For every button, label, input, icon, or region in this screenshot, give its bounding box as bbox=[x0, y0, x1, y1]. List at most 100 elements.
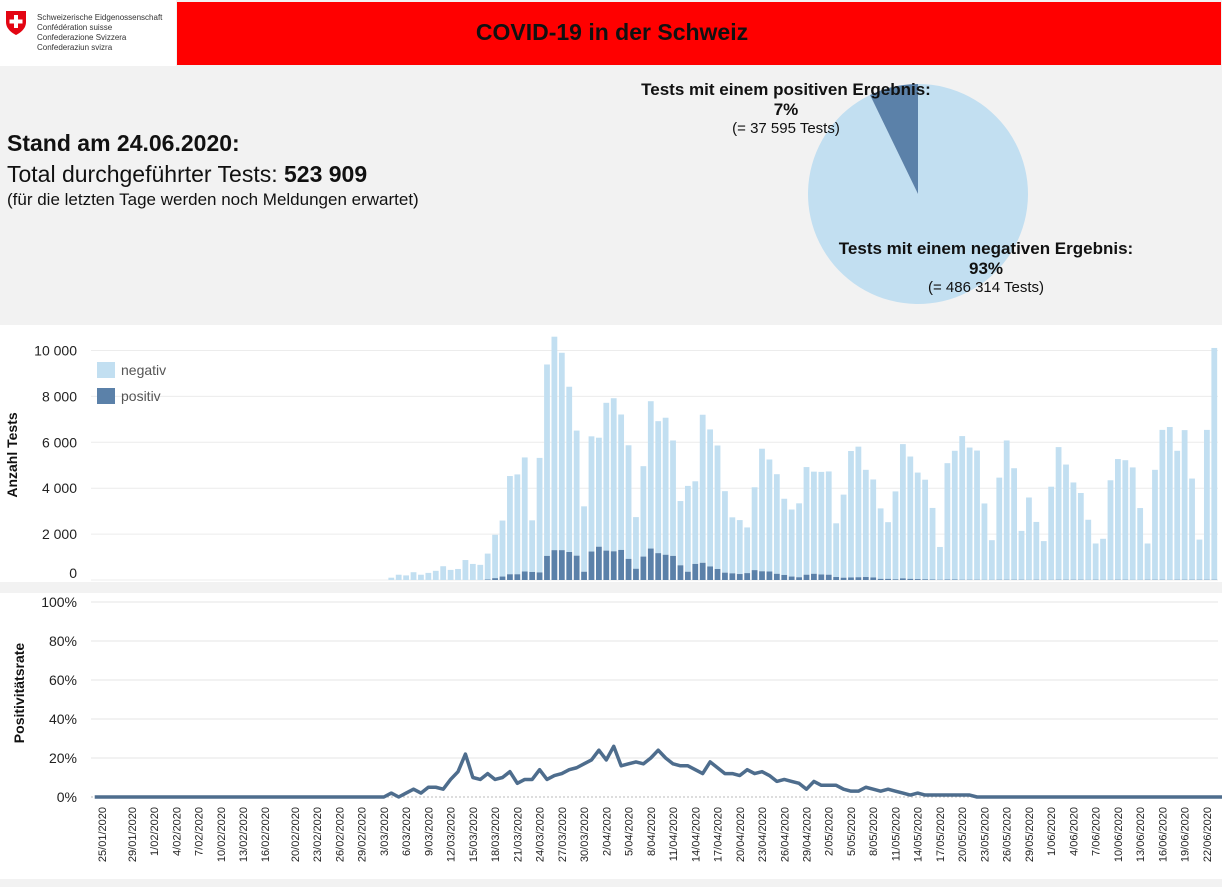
bar-negative[interactable] bbox=[1107, 480, 1114, 580]
bar-positive[interactable] bbox=[618, 549, 625, 580]
bar-positive[interactable] bbox=[736, 574, 743, 580]
bar-positive[interactable] bbox=[773, 573, 780, 580]
bar-negative[interactable] bbox=[848, 451, 854, 578]
bar-negative[interactable] bbox=[707, 429, 713, 567]
bar-positive[interactable] bbox=[507, 574, 513, 580]
positivity-line[interactable] bbox=[94, 744, 1222, 799]
bar-positive[interactable] bbox=[714, 568, 721, 580]
bar-positive[interactable] bbox=[670, 555, 676, 580]
bar-negative[interactable] bbox=[410, 572, 417, 580]
bar-negative[interactable] bbox=[566, 386, 573, 552]
bar-positive[interactable] bbox=[581, 571, 587, 580]
bar-negative[interactable] bbox=[625, 445, 632, 559]
bar-positive[interactable] bbox=[655, 553, 662, 580]
bar-negative[interactable] bbox=[1181, 430, 1188, 580]
bar-negative[interactable] bbox=[937, 546, 943, 580]
bar-negative[interactable] bbox=[736, 520, 743, 575]
bar-negative[interactable] bbox=[1077, 493, 1084, 580]
bar-positive[interactable] bbox=[536, 572, 543, 580]
bar-positive[interactable] bbox=[603, 550, 610, 580]
bar-positive[interactable] bbox=[684, 571, 691, 580]
bar-negative[interactable] bbox=[751, 487, 758, 571]
bar-negative[interactable] bbox=[899, 444, 906, 579]
bar-negative[interactable] bbox=[840, 494, 847, 578]
bar-negative[interactable] bbox=[1063, 464, 1069, 580]
bar-negative[interactable] bbox=[440, 566, 447, 580]
bar-negative[interactable] bbox=[922, 479, 929, 580]
bar-negative[interactable] bbox=[1033, 521, 1040, 580]
bar-positive[interactable] bbox=[803, 574, 810, 580]
bar-positive[interactable] bbox=[558, 550, 565, 580]
bar-negative[interactable] bbox=[662, 417, 669, 555]
bar-negative[interactable] bbox=[870, 479, 877, 578]
bar-negative[interactable] bbox=[514, 474, 521, 575]
bar-positive[interactable] bbox=[625, 558, 632, 580]
bar-positive[interactable] bbox=[744, 573, 751, 580]
bar-negative[interactable] bbox=[447, 569, 454, 580]
bar-positive[interactable] bbox=[892, 579, 899, 580]
bar-negative[interactable] bbox=[633, 517, 639, 569]
bar-negative[interactable] bbox=[1189, 478, 1195, 580]
bar-positive[interactable] bbox=[544, 555, 550, 580]
bar-negative[interactable] bbox=[877, 508, 884, 579]
bar-negative[interactable] bbox=[1003, 440, 1010, 580]
bar-negative[interactable] bbox=[699, 414, 706, 563]
bar-negative[interactable] bbox=[507, 476, 513, 575]
bar-negative[interactable] bbox=[766, 459, 773, 572]
bar-negative[interactable] bbox=[536, 457, 543, 573]
bar-negative[interactable] bbox=[1166, 427, 1173, 580]
bar-positive[interactable] bbox=[848, 577, 854, 580]
bar-positive[interactable] bbox=[699, 562, 706, 580]
bar-negative[interactable] bbox=[1026, 497, 1032, 580]
bar-negative[interactable] bbox=[1122, 460, 1129, 580]
bar-positive[interactable] bbox=[862, 577, 869, 580]
bar-positive[interactable] bbox=[818, 574, 825, 580]
bar-negative[interactable] bbox=[581, 506, 587, 572]
bar-negative[interactable] bbox=[714, 445, 721, 569]
bar-positive[interactable] bbox=[759, 571, 765, 580]
bar-negative[interactable] bbox=[432, 570, 439, 580]
bar-negative[interactable] bbox=[862, 469, 869, 578]
bar-negative[interactable] bbox=[521, 457, 528, 572]
bar-negative[interactable] bbox=[855, 446, 862, 578]
bar-negative[interactable] bbox=[796, 503, 802, 578]
bar-negative[interactable] bbox=[1100, 538, 1106, 580]
bar-positive[interactable] bbox=[870, 577, 877, 580]
bar-negative[interactable] bbox=[1159, 429, 1166, 580]
bar-negative[interactable] bbox=[529, 520, 536, 572]
bar-negative[interactable] bbox=[1174, 450, 1181, 580]
bar-negative[interactable] bbox=[558, 352, 565, 551]
bar-negative[interactable] bbox=[640, 466, 647, 557]
bar-positive[interactable] bbox=[877, 578, 884, 580]
bar-positive[interactable] bbox=[811, 573, 817, 580]
bar-positive[interactable] bbox=[840, 577, 847, 580]
bar-negative[interactable] bbox=[462, 560, 469, 580]
bar-negative[interactable] bbox=[647, 401, 654, 549]
bar-negative[interactable] bbox=[610, 398, 617, 552]
bar-negative[interactable] bbox=[825, 471, 832, 575]
bar-negative[interactable] bbox=[907, 456, 914, 579]
bar-negative[interactable] bbox=[1203, 429, 1210, 580]
bar-negative[interactable] bbox=[781, 498, 788, 575]
bar-positive[interactable] bbox=[566, 552, 573, 580]
bar-positive[interactable] bbox=[907, 578, 914, 580]
bar-positive[interactable] bbox=[499, 576, 506, 580]
bar-negative[interactable] bbox=[974, 450, 980, 580]
bar-negative[interactable] bbox=[425, 572, 432, 580]
bar-positive[interactable] bbox=[662, 554, 669, 580]
bar-negative[interactable] bbox=[729, 517, 736, 574]
bar-negative[interactable] bbox=[966, 447, 973, 580]
bar-negative[interactable] bbox=[618, 414, 625, 550]
bar-negative[interactable] bbox=[951, 450, 958, 580]
bar-negative[interactable] bbox=[573, 430, 580, 556]
bar-negative[interactable] bbox=[1048, 486, 1055, 580]
bar-positive[interactable] bbox=[596, 546, 602, 580]
bar-positive[interactable] bbox=[588, 551, 595, 580]
bar-negative[interactable] bbox=[484, 553, 491, 580]
bar-negative[interactable] bbox=[492, 534, 498, 579]
bar-positive[interactable] bbox=[788, 576, 795, 580]
bar-negative[interactable] bbox=[759, 448, 765, 572]
bar-negative[interactable] bbox=[596, 437, 602, 547]
bar-negative[interactable] bbox=[588, 436, 595, 552]
bar-negative[interactable] bbox=[1152, 469, 1158, 580]
